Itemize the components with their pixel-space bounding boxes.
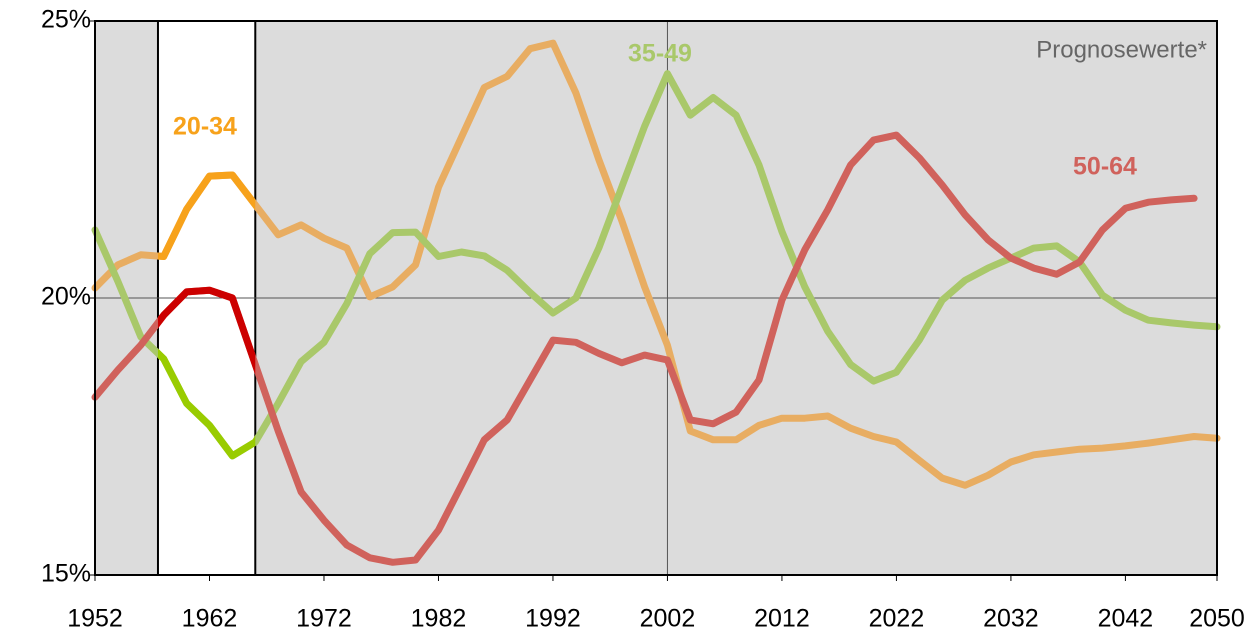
x-tick-label: 1952 xyxy=(67,605,123,633)
series-line xyxy=(91,70,1221,460)
series-line xyxy=(91,39,1221,489)
y-tick-label: 20% xyxy=(41,283,91,311)
x-tick-label: 2042 xyxy=(1098,605,1154,633)
x-tick-label: 1982 xyxy=(411,605,467,633)
x-tick-label: 2012 xyxy=(754,605,810,633)
x-tick-label: 1992 xyxy=(525,605,581,633)
series-label: 35-49 xyxy=(628,40,692,68)
x-tick-label: 2002 xyxy=(640,605,696,633)
y-tick-label: 25% xyxy=(41,6,91,34)
annotation: Prognosewerte* xyxy=(1036,36,1207,63)
x-tick-label: 1962 xyxy=(182,605,238,633)
series-label: 50-64 xyxy=(1073,153,1137,181)
x-tick-label: 1972 xyxy=(296,605,352,633)
series-line xyxy=(91,131,1198,566)
x-tick-label: 2050 xyxy=(1189,605,1245,633)
series-label: 20-34 xyxy=(173,113,237,141)
plot-border xyxy=(94,20,1218,576)
x-tick-label: 2022 xyxy=(869,605,925,633)
y-tick-label: 15% xyxy=(41,560,91,588)
x-tick-label: 2032 xyxy=(983,605,1039,633)
